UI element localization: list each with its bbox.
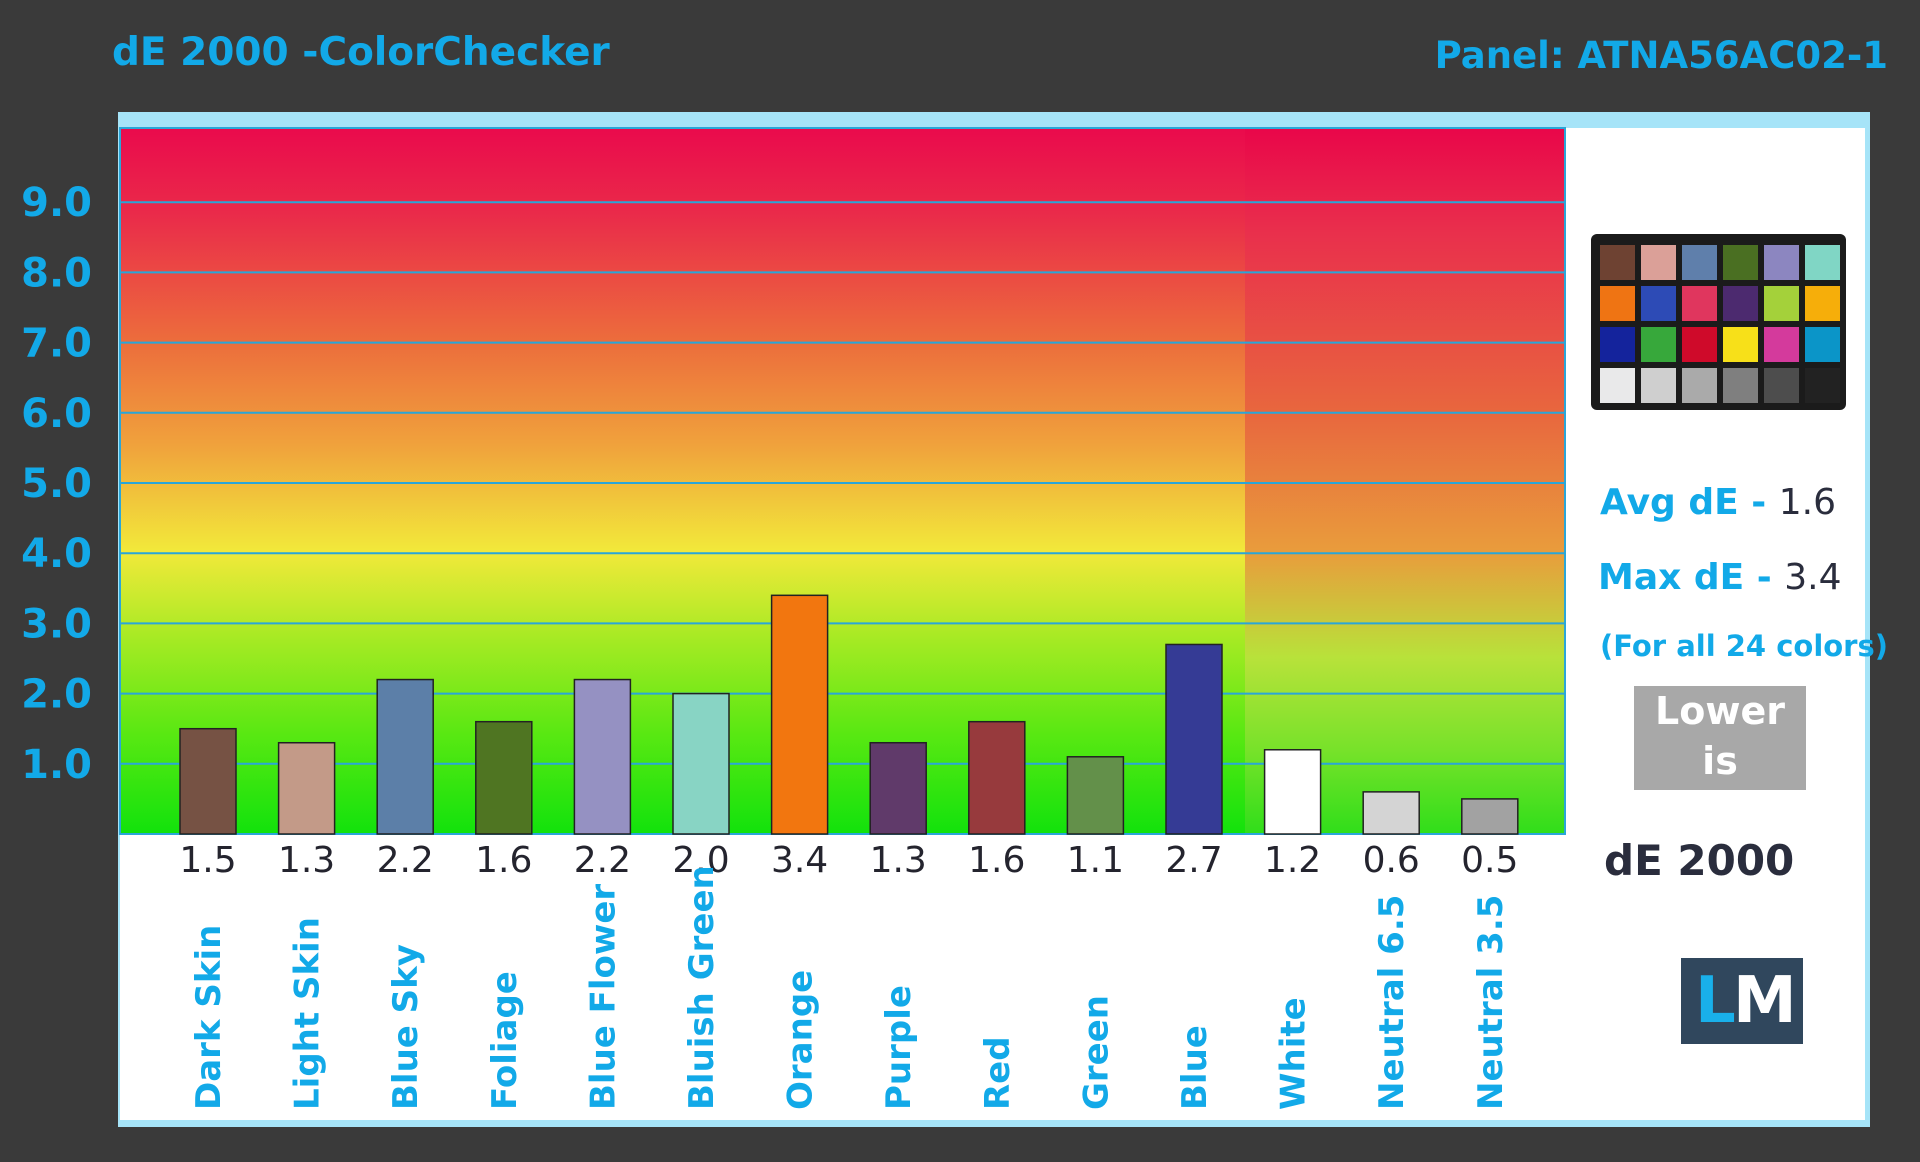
y-tick-label: 5.0 <box>21 461 92 507</box>
bar <box>869 741 927 835</box>
max-label: Max dE - <box>1598 557 1785 598</box>
colorchecker-swatch <box>1805 327 1840 362</box>
lower-is-better-badge: Lower is better <box>1634 686 1806 833</box>
colorchecker-swatch <box>1805 286 1840 321</box>
metric-label: dE 2000 <box>1604 836 1795 885</box>
logo-letter-l: L <box>1695 964 1736 1038</box>
lower-line-2: better <box>1653 789 1787 833</box>
colorchecker-swatch <box>1600 327 1635 362</box>
chart-title: dE 2000 -ColorChecker <box>112 30 610 75</box>
value-label: 2.2 <box>377 840 434 881</box>
y-tick-label: 2.0 <box>21 672 92 718</box>
y-tick-label: 3.0 <box>21 601 92 647</box>
avg-value: 1.6 <box>1778 482 1836 523</box>
value-label: 1.5 <box>179 840 236 881</box>
category-label: Neutral 6.5 <box>1372 895 1412 1110</box>
colorchecker-swatch <box>1600 286 1635 321</box>
value-label: 1.6 <box>475 840 532 881</box>
value-label: 2.7 <box>1165 840 1222 881</box>
colorchecker-swatch <box>1723 327 1758 362</box>
colorchecker-swatch <box>1641 245 1676 280</box>
category-label: Purple <box>879 985 919 1110</box>
bar <box>277 741 336 835</box>
colorchecker-swatch <box>1682 368 1717 403</box>
bar <box>770 594 829 835</box>
colorchecker-swatch <box>1682 327 1717 362</box>
colorchecker-swatch <box>1600 245 1635 280</box>
bar <box>672 692 730 835</box>
category-label: Light Skin <box>288 917 328 1110</box>
bar <box>968 720 1026 835</box>
category-label: Green <box>1076 995 1116 1110</box>
y-tick-label: 6.0 <box>21 391 92 437</box>
category-label: Orange <box>781 970 821 1110</box>
colorchecker-swatch <box>1723 245 1758 280</box>
category-label: Neutral 3.5 <box>1471 895 1511 1110</box>
y-tick-label: 4.0 <box>21 531 92 577</box>
colorchecker-swatch <box>1764 327 1799 362</box>
colorchecker-swatch <box>1764 368 1799 403</box>
colorchecker-swatch <box>1764 245 1799 280</box>
value-label: 2.0 <box>672 840 729 881</box>
value-label: 0.6 <box>1363 840 1420 881</box>
category-label: Foliage <box>485 971 525 1110</box>
colorchecker-swatch <box>1600 368 1635 403</box>
avg-label: Avg dE - <box>1600 482 1779 523</box>
category-label: Red <box>978 1036 1018 1110</box>
category-label: White <box>1274 997 1314 1110</box>
colorchecker-swatch <box>1764 286 1799 321</box>
plot-background-neutral <box>1245 128 1565 834</box>
colorchecker-swatch <box>1641 327 1676 362</box>
category-label: Blue Flower <box>583 884 623 1110</box>
lm-logo: L M <box>1681 958 1803 1044</box>
bar <box>1165 643 1223 835</box>
colorchecker-chart <box>1591 234 1846 410</box>
category-label: Blue <box>1175 1025 1215 1110</box>
lower-line-1: Lower is <box>1655 689 1785 783</box>
bar <box>1461 798 1519 835</box>
value-label: 1.3 <box>870 840 927 881</box>
bar <box>573 678 632 835</box>
max-de: Max dE - 3.4 <box>1598 557 1842 598</box>
colorchecker-swatch <box>1723 368 1758 403</box>
bar <box>1263 749 1322 835</box>
value-label: 3.4 <box>771 840 828 881</box>
colorchecker-swatch <box>1682 286 1717 321</box>
value-label: 2.2 <box>574 840 631 881</box>
value-label: 1.3 <box>278 840 335 881</box>
bar <box>376 678 434 835</box>
bar <box>1066 756 1125 835</box>
colorchecker-swatch <box>1805 368 1840 403</box>
category-label: Bluish Green <box>682 865 722 1110</box>
colorchecker-swatch <box>1641 368 1676 403</box>
max-value: 3.4 <box>1784 557 1842 598</box>
value-label: 1.1 <box>1067 840 1124 881</box>
logo-letter-m: M <box>1733 964 1797 1038</box>
value-label: 1.2 <box>1264 840 1321 881</box>
avg-de: Avg dE - 1.6 <box>1600 482 1836 523</box>
bar <box>179 727 237 835</box>
value-label: 0.5 <box>1461 840 1518 881</box>
category-label: Dark Skin <box>189 925 229 1110</box>
y-tick-label: 7.0 <box>21 321 92 367</box>
colorchecker-swatch <box>1723 286 1758 321</box>
colors-note: (For all 24 colors) <box>1600 629 1889 663</box>
colorchecker-swatch <box>1641 286 1676 321</box>
category-label: Blue Sky <box>386 944 426 1110</box>
colorchecker-swatch <box>1805 245 1840 280</box>
y-tick-label: 1.0 <box>21 742 92 788</box>
panel-label: Panel: ATNA56AC02-1 <box>1434 34 1888 77</box>
plot-border <box>119 127 1566 835</box>
colorchecker-swatch <box>1682 245 1717 280</box>
value-label: 1.6 <box>968 840 1025 881</box>
y-tick-label: 9.0 <box>21 180 92 226</box>
bar <box>1362 791 1420 835</box>
y-tick-label: 8.0 <box>21 250 92 296</box>
bar <box>475 720 533 835</box>
